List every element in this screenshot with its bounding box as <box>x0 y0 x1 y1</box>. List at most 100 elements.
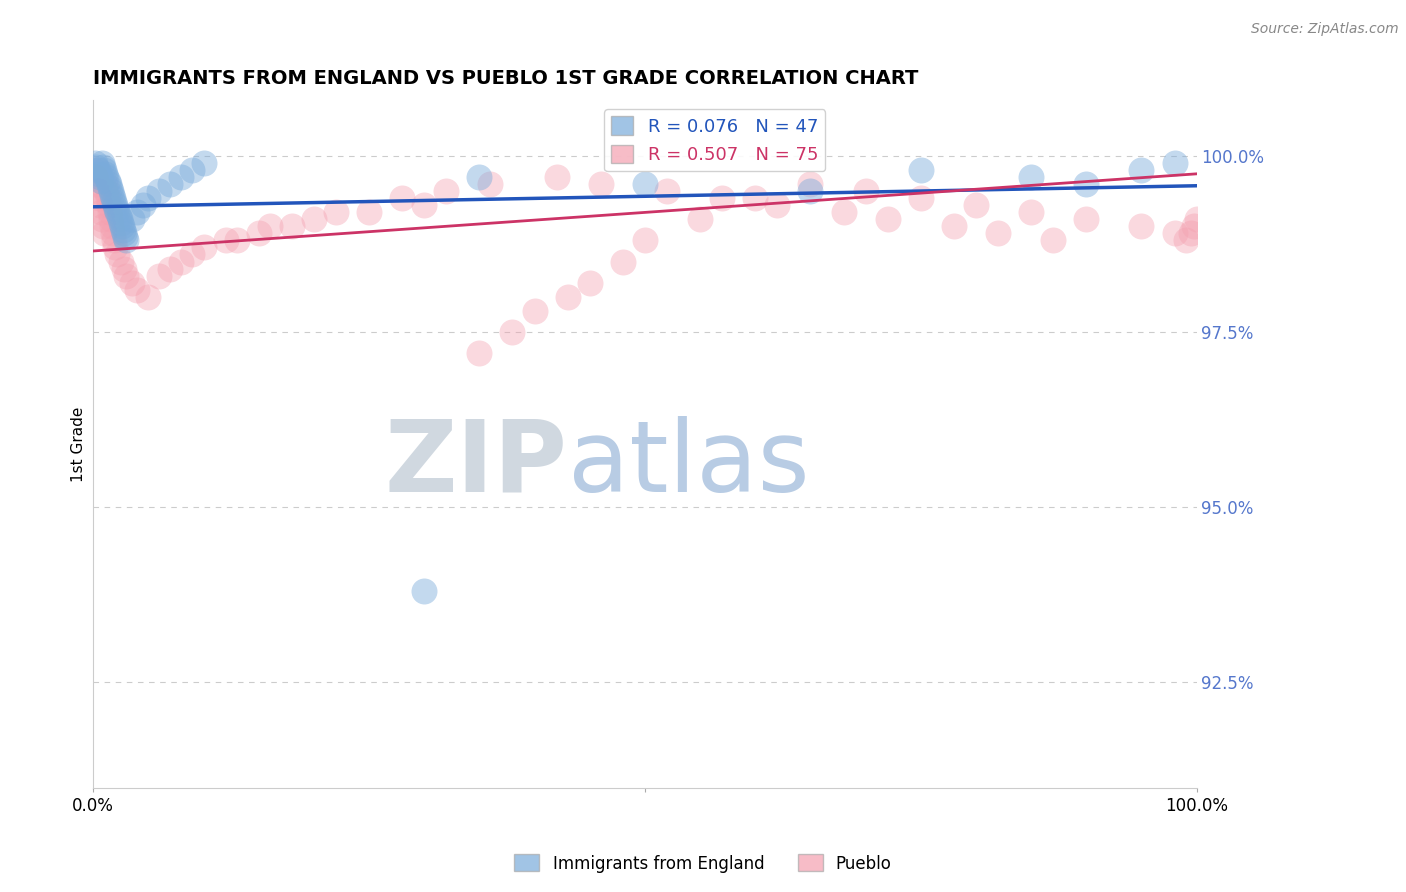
Point <box>148 268 170 283</box>
Point <box>910 191 932 205</box>
Point <box>101 187 124 202</box>
Point <box>107 205 129 219</box>
Point <box>181 163 204 178</box>
Point <box>247 227 270 241</box>
Point <box>86 160 108 174</box>
Point <box>1163 156 1185 170</box>
Point <box>655 185 678 199</box>
Point <box>93 163 115 178</box>
Point <box>101 227 124 241</box>
Point <box>121 212 143 227</box>
Point <box>103 234 125 248</box>
Point <box>689 212 711 227</box>
Point <box>84 156 107 170</box>
Point <box>1042 234 1064 248</box>
Point <box>90 174 112 188</box>
Point <box>112 227 135 241</box>
Point <box>94 167 117 181</box>
Point <box>170 170 193 185</box>
Point <box>578 276 600 290</box>
Point <box>181 247 204 261</box>
Point <box>100 185 122 199</box>
Point <box>115 234 138 248</box>
Point <box>97 178 120 192</box>
Point <box>148 185 170 199</box>
Point <box>127 205 149 219</box>
Point <box>114 230 136 244</box>
Point <box>138 191 160 205</box>
Point <box>107 247 129 261</box>
Point <box>546 170 568 185</box>
Point <box>111 219 134 234</box>
Point <box>855 185 877 199</box>
Point <box>225 234 247 248</box>
Legend: Immigrants from England, Pueblo: Immigrants from England, Pueblo <box>508 847 898 880</box>
Point <box>159 178 181 192</box>
Point <box>1019 205 1042 219</box>
Point <box>87 167 110 181</box>
Point <box>138 289 160 303</box>
Point <box>479 178 502 192</box>
Point <box>1180 227 1202 241</box>
Point <box>86 178 108 192</box>
Point <box>523 303 546 318</box>
Point <box>89 170 111 185</box>
Point <box>132 198 155 212</box>
Point <box>281 219 304 234</box>
Point <box>799 185 821 199</box>
Point <box>87 191 110 205</box>
Point <box>965 198 987 212</box>
Point <box>1130 219 1153 234</box>
Point <box>391 191 413 205</box>
Point <box>557 289 579 303</box>
Point <box>91 156 114 170</box>
Point <box>96 174 118 188</box>
Point <box>96 185 118 199</box>
Point <box>104 240 127 254</box>
Point <box>325 205 347 219</box>
Point <box>634 234 657 248</box>
Point <box>589 178 612 192</box>
Point <box>987 227 1010 241</box>
Text: atlas: atlas <box>568 416 810 513</box>
Point <box>98 205 121 219</box>
Point <box>107 209 129 223</box>
Point <box>193 156 215 170</box>
Point <box>89 198 111 212</box>
Point <box>302 212 325 227</box>
Point <box>96 170 118 185</box>
Point <box>112 261 135 276</box>
Point <box>110 254 132 268</box>
Point <box>214 234 236 248</box>
Point <box>91 160 114 174</box>
Point <box>876 212 898 227</box>
Point <box>84 170 107 185</box>
Point <box>832 205 855 219</box>
Point <box>910 163 932 178</box>
Point <box>501 325 523 339</box>
Point <box>634 178 657 192</box>
Point <box>93 227 115 241</box>
Point <box>766 198 789 212</box>
Text: IMMIGRANTS FROM ENGLAND VS PUEBLO 1ST GRADE CORRELATION CHART: IMMIGRANTS FROM ENGLAND VS PUEBLO 1ST GR… <box>93 69 918 87</box>
Point <box>1163 227 1185 241</box>
Point <box>115 268 138 283</box>
Point <box>91 212 114 227</box>
Point <box>170 254 193 268</box>
Point <box>83 163 105 178</box>
Point <box>105 202 128 216</box>
Point <box>1174 234 1197 248</box>
Text: ZIP: ZIP <box>385 416 568 513</box>
Point <box>612 254 634 268</box>
Point <box>127 283 149 297</box>
Point <box>101 219 124 234</box>
Point <box>468 345 491 359</box>
Point <box>86 185 108 199</box>
Point <box>799 178 821 192</box>
Point <box>100 212 122 227</box>
Point <box>193 240 215 254</box>
Text: Source: ZipAtlas.com: Source: ZipAtlas.com <box>1251 22 1399 37</box>
Point <box>94 178 117 192</box>
Point <box>1130 163 1153 178</box>
Point <box>104 198 127 212</box>
